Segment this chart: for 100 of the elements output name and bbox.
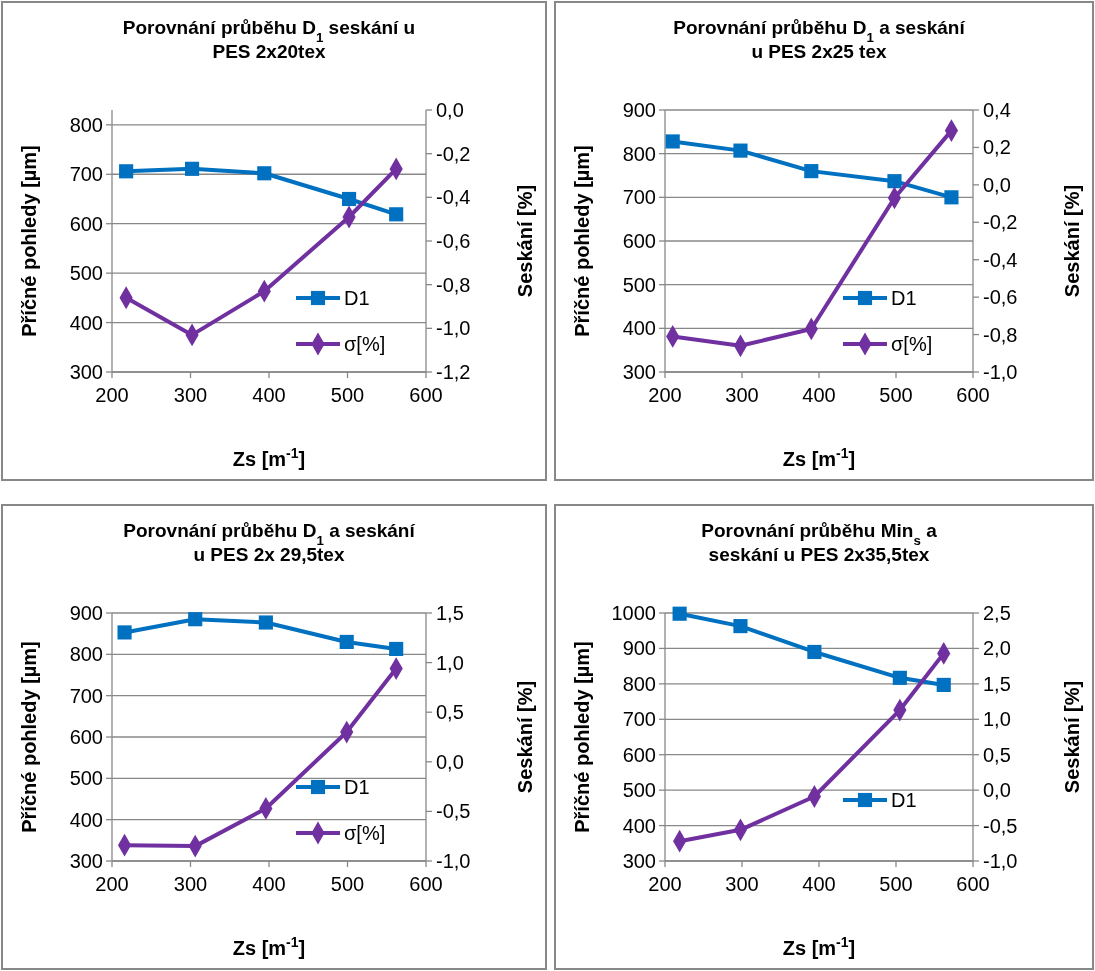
x-tick-label: 500	[879, 873, 913, 895]
y-tick-label: 800	[622, 672, 656, 695]
x-tick-label: 400	[252, 384, 286, 406]
x-tick-label: 400	[802, 873, 836, 895]
y2-tick-label: -1,2	[436, 361, 471, 383]
y2-tick-label: 0,2	[983, 136, 1011, 159]
y-axis-title: Příčné pohledy [µm]	[571, 145, 593, 337]
y2-tick-label: -1,0	[983, 850, 1018, 872]
y-tick-label: 700	[69, 163, 103, 186]
y-tick-label: 400	[69, 311, 103, 334]
x-tick-label: 600	[956, 873, 990, 895]
y2-tick-label: -0,6	[983, 286, 1018, 309]
legend-label: σ[%]	[344, 822, 386, 844]
x-tick-label: 300	[173, 384, 208, 406]
chart-title: Porovnání průběhu D$_{1}$ a seskání u PES 2x 29,5tex	[123, 520, 416, 565]
chart-title: Porovnání průběhu D$_{1}$ seskání u PES 2x20tex	[122, 17, 416, 62]
y-tick-label: 300	[622, 850, 656, 872]
y-tick-label: 1000	[611, 602, 656, 624]
y-axis-title: Příčné pohledy [µm]	[18, 145, 40, 337]
legend-label: σ[%]	[891, 333, 933, 355]
y2-tick-label: -0,4	[983, 248, 1018, 271]
point	[944, 190, 959, 205]
x-tick-label: 300	[173, 873, 208, 895]
y2-tick-label: 0,0	[436, 750, 464, 773]
point	[258, 615, 273, 630]
y-tick-label: 600	[622, 230, 656, 252]
legend-label: σ[%]	[344, 333, 386, 355]
y2-tick-label: -0,2	[436, 142, 471, 165]
y-tick-label: 500	[69, 767, 103, 790]
point	[733, 143, 748, 158]
y2-tick-label: 0,0	[436, 99, 464, 121]
y2-tick-label: -0,4	[436, 186, 471, 209]
y-tick-label: 600	[69, 726, 103, 748]
y-tick-label: 900	[622, 637, 656, 660]
y2-axis-title: Seskání [%]	[514, 680, 536, 794]
y2-tick-label: 1,5	[983, 672, 1011, 695]
point	[339, 634, 354, 649]
x-tick-label: 200	[648, 384, 682, 406]
x-tick-label: 200	[95, 384, 129, 406]
y-tick-label: 300	[622, 361, 656, 383]
legend-label: D1	[344, 776, 370, 798]
point	[887, 174, 902, 189]
y-tick-label: 500	[622, 273, 656, 296]
y2-tick-label: 0,4	[983, 99, 1011, 121]
x-tick-label: 600	[409, 384, 443, 406]
y-tick-label: 600	[622, 743, 656, 766]
y-tick-label: 400	[69, 808, 103, 831]
point	[892, 670, 907, 685]
y-tick-label: 300	[69, 361, 103, 383]
legend-label: D1	[891, 287, 917, 309]
y-tick-label: 900	[69, 602, 103, 624]
y2-tick-label: -0,5	[436, 800, 471, 823]
y-tick-label: 700	[622, 708, 656, 731]
x-tick-label: 300	[725, 384, 759, 406]
y-tick-label: 800	[69, 113, 103, 136]
legend-label: D1	[891, 789, 917, 811]
x-tick-label: 400	[802, 384, 836, 406]
point	[733, 619, 748, 634]
y2-tick-label: 0,5	[983, 743, 1011, 766]
y-tick-label: 800	[69, 643, 103, 666]
y2-tick-label: -0,6	[436, 230, 471, 252]
y2-tick-label: 1,0	[983, 708, 1011, 731]
point	[117, 625, 132, 640]
y2-tick-label: 0,0	[983, 173, 1011, 196]
point	[119, 164, 134, 179]
y-tick-label: 400	[622, 317, 656, 340]
y2-tick-label: 0,5	[436, 701, 464, 724]
x-axis-title: Zs [m$^{-1}$]	[782, 445, 856, 470]
point	[389, 207, 404, 222]
point	[257, 166, 272, 181]
x-axis-title: Zs [m$^{-1}$]	[782, 934, 856, 959]
point	[185, 161, 200, 176]
y-tick-label: 500	[69, 262, 103, 285]
y2-axis-title: Seskání [%]	[514, 184, 536, 298]
x-tick-label: 500	[330, 384, 365, 406]
y-tick-label: 800	[622, 142, 656, 165]
y2-tick-label: 2,0	[983, 637, 1011, 660]
x-tick-label: 600	[409, 873, 443, 895]
y2-tick-label: 2,5	[983, 602, 1011, 624]
y-tick-label: 400	[622, 814, 656, 837]
point	[188, 612, 203, 627]
y-tick-label: 700	[622, 186, 656, 209]
y2-tick-label: 1,5	[436, 602, 464, 624]
y2-tick-label: -1,0	[436, 850, 471, 872]
x-axis-title: Zs [m$^{-1}$]	[232, 934, 306, 959]
y2-tick-label: -0,2	[983, 211, 1018, 234]
x-tick-label: 500	[330, 873, 365, 895]
y-axis-title: Příčné pohledy [µm]	[18, 641, 40, 833]
x-axis-title: Zs [m$^{-1}$]	[232, 445, 306, 470]
y2-tick-label: -0,5	[983, 814, 1018, 837]
x-tick-label: 600	[956, 384, 990, 406]
point	[804, 164, 819, 179]
y2-tick-label: -0,8	[436, 273, 471, 296]
y-axis-title: Příčné pohledy [µm]	[571, 641, 593, 833]
point	[665, 134, 680, 149]
x-tick-label: 200	[648, 873, 682, 895]
y-tick-label: 600	[69, 212, 103, 235]
point	[389, 641, 404, 657]
y2-tick-label: -1,0	[436, 317, 471, 340]
point	[936, 677, 951, 692]
